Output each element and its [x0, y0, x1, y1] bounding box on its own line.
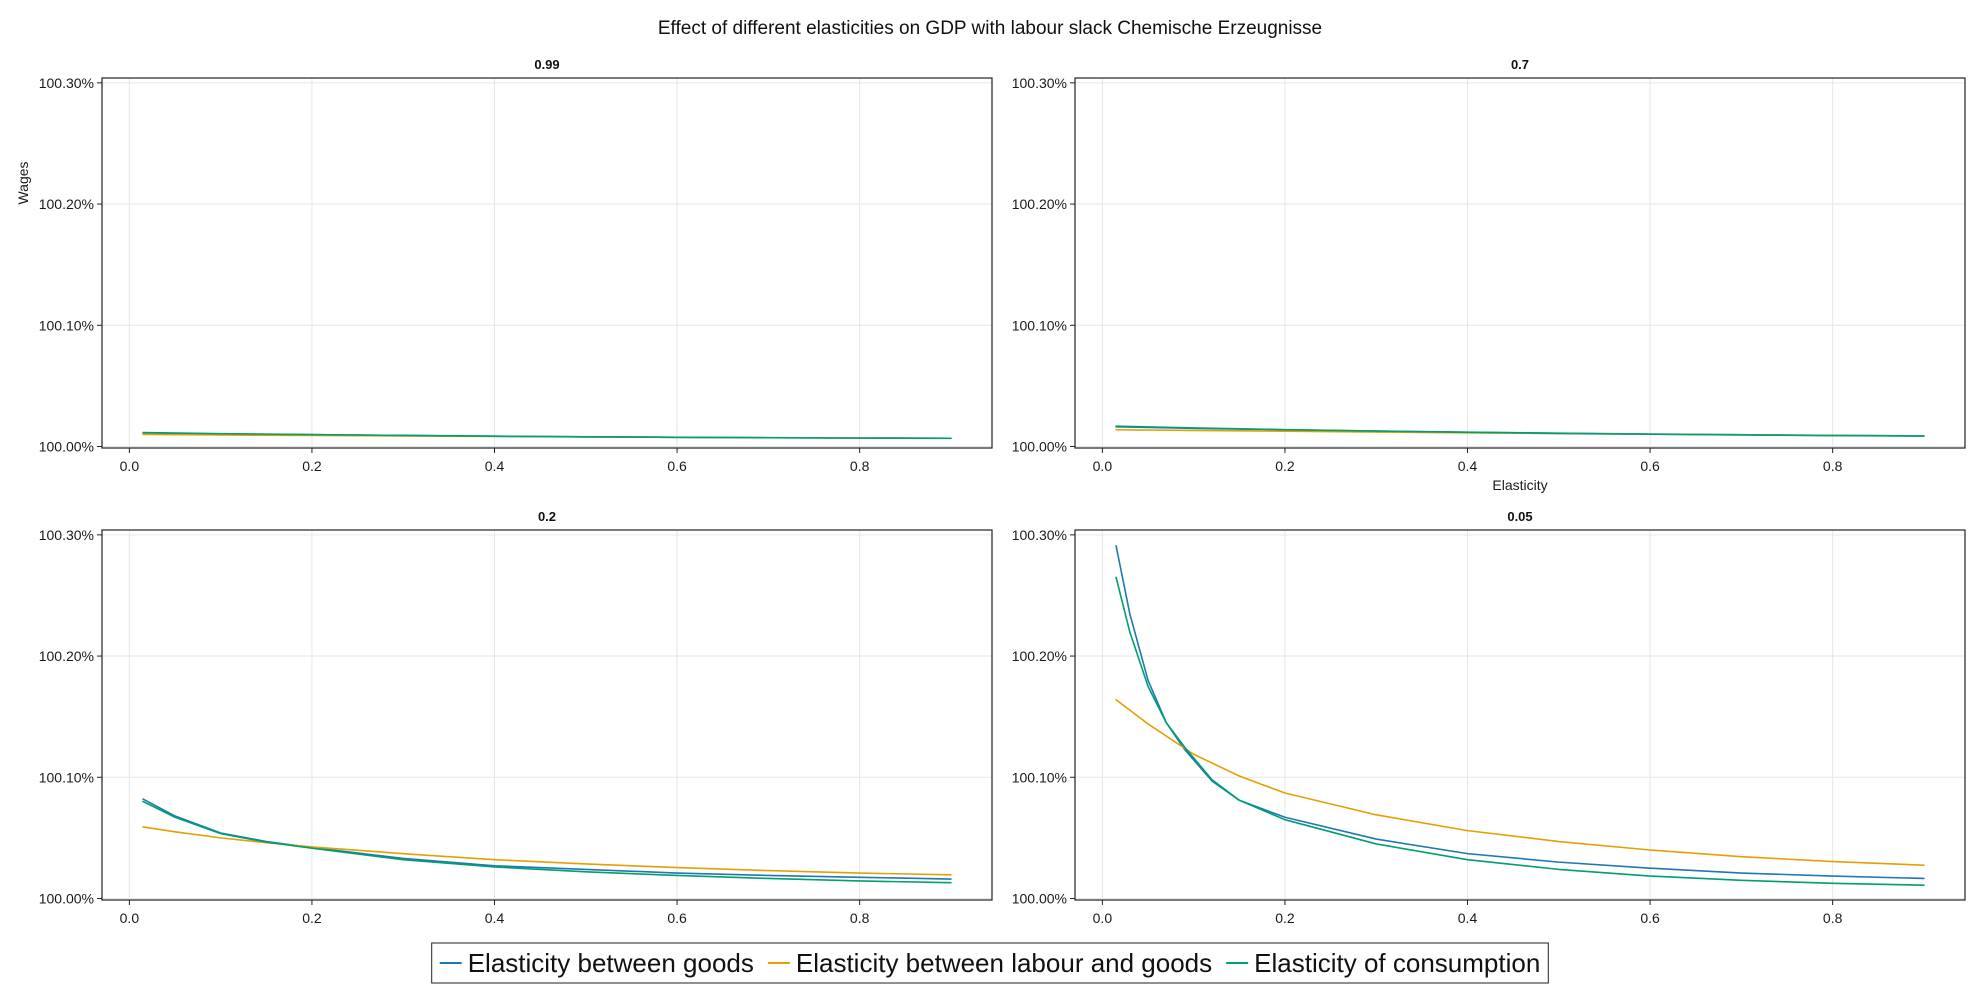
series-line-3 — [142, 800, 952, 884]
figure-title: Effect of different elasticities on GDP … — [658, 18, 1322, 39]
y-tick-label: 100.10% — [1012, 769, 1067, 785]
y-axis-label: Wages — [15, 161, 31, 204]
y-tick-label: 100.00% — [39, 438, 94, 454]
legend-box — [431, 942, 1549, 984]
x-tick-label: 0.8 — [850, 458, 870, 474]
subplot-4: 0.0 0.2 0.4 0.6 0.8 100.00% 100.10% 100.20% 100.… — [1012, 509, 1966, 926]
series-line-2 — [142, 826, 952, 876]
x-tick-label: 0.6 — [1640, 910, 1660, 926]
y-tick-label: 100.20% — [39, 196, 94, 212]
x-tick-label: 0.0 — [120, 458, 140, 474]
y-tick-label: 100.10% — [39, 769, 94, 785]
x-tick-label: 0.0 — [1093, 910, 1113, 926]
x-tick-label: 0.4 — [485, 458, 505, 474]
x-tick-label: 0.4 — [485, 910, 505, 926]
x-tick-label: 0.8 — [1823, 458, 1843, 474]
subplot-title: 0.7 — [1511, 57, 1529, 72]
y-tick-label: 100.30% — [39, 527, 94, 543]
y-tick-label: 100.10% — [1012, 317, 1067, 333]
plot-frame — [101, 529, 993, 901]
x-tick-label: 0.2 — [1275, 910, 1295, 926]
y-tick-label: 100.00% — [1012, 890, 1067, 906]
x-tick-label: 0.0 — [1093, 458, 1113, 474]
x-tick-label: 0.6 — [1640, 458, 1660, 474]
x-tick-label: 0.2 — [302, 458, 322, 474]
series-line-3 — [1115, 425, 1925, 437]
x-tick-label: 0.8 — [1823, 910, 1843, 926]
x-axis-label: Elasticity — [1492, 477, 1547, 493]
plot-frame — [101, 77, 993, 449]
y-tick-label: 100.20% — [1012, 648, 1067, 664]
subplot-title: 0.99 — [534, 57, 559, 72]
x-tick-label: 0.8 — [850, 910, 870, 926]
x-tick-label: 0.2 — [302, 910, 322, 926]
x-tick-label: 0.6 — [667, 458, 687, 474]
y-tick-label: 100.30% — [1012, 527, 1067, 543]
subplot-title: 0.05 — [1507, 509, 1532, 524]
y-tick-label: 100.20% — [39, 648, 94, 664]
x-tick-label: 0.4 — [1458, 458, 1478, 474]
y-tick-label: 100.30% — [1012, 75, 1067, 91]
series-line-1 — [1115, 544, 1925, 880]
subplot-3: 0.0 0.2 0.4 0.6 0.8 100.00% 100.10% 100.20% 100.… — [39, 509, 993, 926]
plot-frame — [1074, 529, 1966, 901]
series-line-3 — [1115, 576, 1925, 886]
x-tick-label: 0.4 — [1458, 910, 1478, 926]
y-tick-label: 100.10% — [39, 317, 94, 333]
x-tick-label: 0.6 — [667, 910, 687, 926]
legend-label-3: Elasticity of consumption — [1254, 948, 1540, 978]
plot-frame — [1074, 77, 1966, 449]
subplot-1: 0.0 0.2 0.4 0.6 0.8 100.00% 100.10% 100.20% 100.… — [15, 57, 993, 474]
y-tick-label: 100.00% — [39, 890, 94, 906]
legend-label-1: Elasticity between goods — [468, 948, 754, 978]
y-tick-label: 100.00% — [1012, 438, 1067, 454]
legend-label-2: Elasticity between labour and goods — [796, 948, 1212, 978]
series-line-1 — [142, 798, 952, 880]
series-line-2 — [1115, 698, 1925, 866]
subplot-title: 0.2 — [538, 509, 556, 524]
x-tick-label: 0.2 — [1275, 458, 1295, 474]
y-tick-label: 100.30% — [39, 75, 94, 91]
legend: Elasticity between goods Elasticity betwe… — [431, 942, 1549, 984]
x-tick-label: 0.0 — [120, 910, 140, 926]
series-line-3 — [142, 431, 952, 440]
subplot-2: 0.0 0.2 0.4 0.6 0.8 100.00% 100.10% 100.20% 100.… — [1012, 57, 1966, 493]
y-tick-label: 100.20% — [1012, 196, 1067, 212]
